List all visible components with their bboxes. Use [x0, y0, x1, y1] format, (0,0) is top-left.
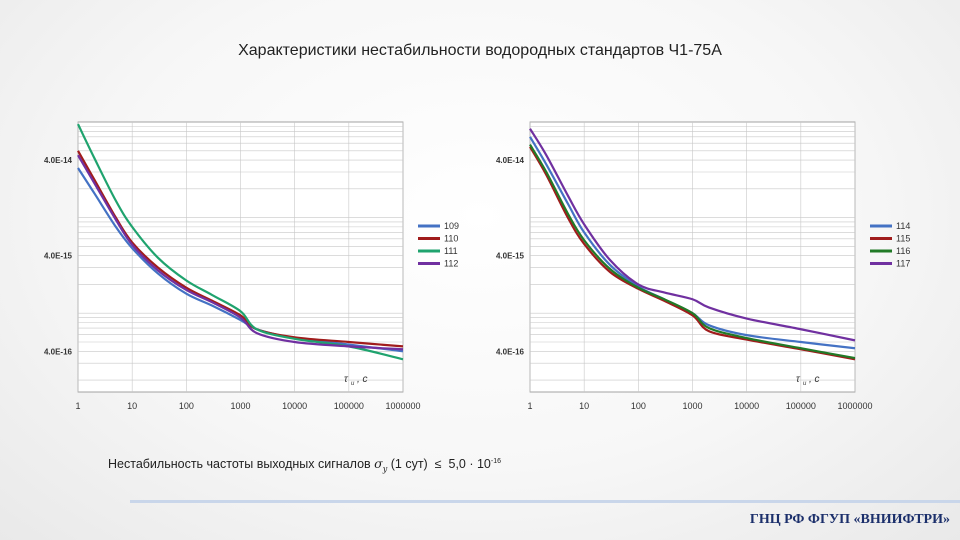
y-tick-label: 4.0E-16 [496, 347, 525, 356]
chart-right-svg: 1 10 100 1000 10000 100000 1000000 4.0E-14 4.0E-… [496, 121, 910, 411]
note-prefix: Нестабильность частоты выходных сигналов [108, 457, 371, 471]
chart-left: 1 10 100 1000 10000 100000 1000000 4.0E-14 4.0E-… [0, 100, 460, 430]
note-relation: ≤ [434, 457, 442, 471]
y-tick-label: 4.0E-15 [44, 252, 73, 261]
x-axis-tau-sub: и [351, 381, 355, 387]
slide-title: Характеристики нестабильности водородных… [238, 42, 722, 59]
x-tick-label: 100 [179, 401, 194, 411]
chart-left-svg: 1 10 100 1000 10000 100000 10000004.0E-144.0E-… [44, 121, 459, 411]
x-tick-label: 10000 [282, 401, 307, 411]
x-tick-label: 100000 [334, 401, 364, 411]
stability-note: Нестабильность частоты выходных сигналов… [108, 456, 501, 474]
series-line-111 [77, 123, 404, 361]
legend-label: 114 [896, 221, 910, 231]
y-tick-label: 4.0E-15 [496, 252, 525, 261]
x-tick-label: 1000 [682, 401, 702, 411]
x-axis-tau-sub: и [803, 381, 807, 387]
x-tick-label: 100 [631, 401, 646, 411]
legend-label: 116 [896, 246, 910, 256]
x-axis-unit: , с [357, 374, 368, 385]
footer-divider [130, 500, 960, 503]
x-tick-label: 1000 [230, 401, 250, 411]
chart-right: 1 10 100 1000 10000 100000 1000000 4.0E-14 4.0E-… [452, 100, 912, 430]
x-tick-label: 10 [127, 401, 137, 411]
legend-label: 117 [896, 259, 910, 269]
legend-label: 115 [896, 234, 910, 244]
x-axis-tau-label: τ [796, 374, 801, 385]
legend-label: 110 [444, 234, 458, 244]
x-tick-label: 1 [527, 401, 532, 411]
series-line-112 [77, 154, 404, 351]
note-arg: (1 сут) [390, 457, 428, 471]
x-tick-label: 100000 [786, 401, 816, 411]
y-tick-label: 4.0E-14 [44, 156, 73, 165]
x-tick-label: 1 [75, 401, 80, 411]
x-tick-label: 10000 [734, 401, 759, 411]
legend-label: 112 [444, 259, 458, 269]
x-axis-unit: , с [809, 374, 820, 385]
x-tick-label: 1000000 [837, 401, 872, 411]
x-axis-tau-label: τ [344, 374, 349, 385]
note-sigma-sub: y [382, 464, 388, 474]
series-line-117 [529, 128, 856, 342]
footer-organization: ГНЦ РФ ФГУП «ВНИИФТРИ» [749, 512, 950, 527]
note-sigma: σ [374, 456, 383, 471]
series-line-110 [77, 150, 404, 348]
y-tick-label: 4.0E-14 [496, 156, 525, 165]
y-tick-label: 4.0E-16 [44, 347, 73, 356]
x-tick-label: 10 [579, 401, 589, 411]
note-value: 5,0 · 10 [448, 457, 491, 471]
legend-label: 111 [444, 246, 458, 256]
note-exponent: -16 [490, 457, 502, 465]
x-tick-label: 1000000 [385, 401, 420, 411]
legend-label: 109 [444, 221, 459, 231]
series-line-116 [529, 144, 856, 360]
